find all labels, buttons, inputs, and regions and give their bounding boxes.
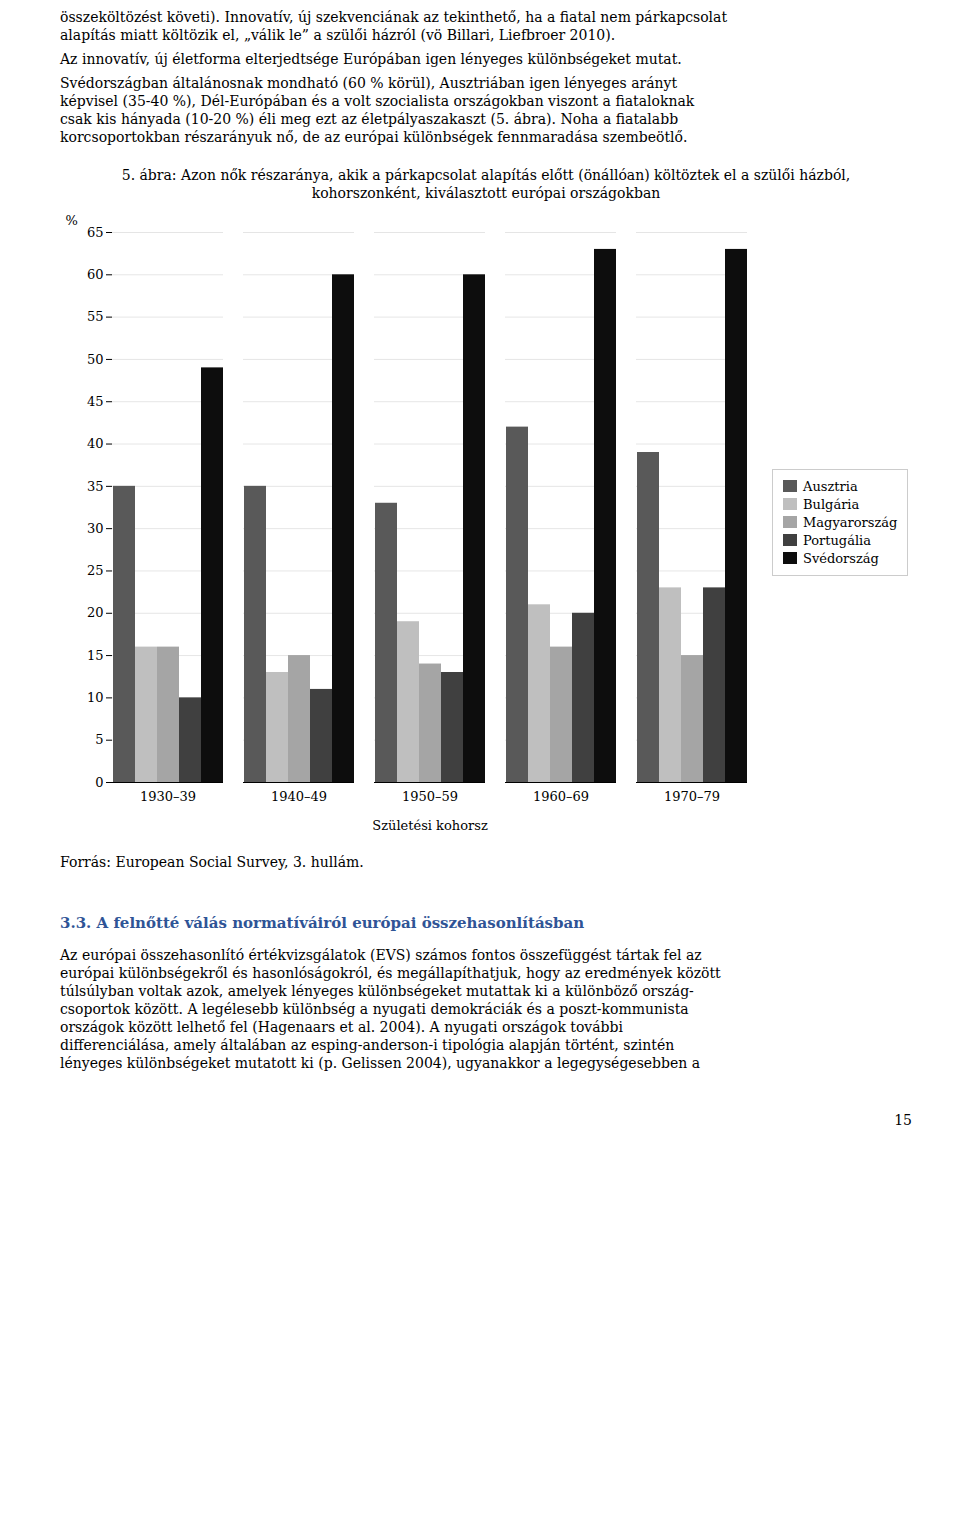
html-text:differenciálása, amely általáb: differenciálása, amely általában az espi… bbox=[60, 1037, 675, 1053]
html-text:Ausztria: Ausztria bbox=[803, 478, 858, 494]
svg-text:%: % bbox=[66, 213, 78, 228]
svg-text:50: 50 bbox=[87, 352, 104, 367]
html-text:korcsoportokban részarányuk nő: korcsoportokban részarányuk nő, de az eu… bbox=[60, 129, 688, 145]
html-text:Magyarország: Magyarország bbox=[803, 514, 898, 530]
svg-text:Születési kohorsz: Születési kohorsz bbox=[372, 818, 488, 833]
svg-text:1940–49: 1940–49 bbox=[271, 789, 327, 804]
svg-text:60: 60 bbox=[87, 267, 104, 282]
html-text:Svédország: Svédország bbox=[803, 550, 879, 566]
html-text:Bulgária: Bulgária bbox=[803, 496, 860, 512]
html-text:országok között lelhető fel (H: országok között lelhető fel (Hagenaars e… bbox=[60, 1019, 623, 1035]
html-text:Az innovatív, új életforma elt: Az innovatív, új életforma elterjedtsége… bbox=[60, 51, 682, 67]
html-text:5. ábra: Azon nők részaránya,: 5. ábra: Azon nők részaránya, akik a pár… bbox=[121, 167, 851, 201]
svg-text:10: 10 bbox=[87, 690, 104, 705]
svg-text:25: 25 bbox=[87, 563, 104, 578]
html-text:15: 15 bbox=[894, 1112, 912, 1128]
svg-text:45: 45 bbox=[87, 394, 104, 409]
html-text:Svédországban általánosnak mon: Svédországban általánosnak mondható (60 … bbox=[60, 75, 678, 91]
html-text:képvisel (35-40 %), Dél-Európá: képvisel (35-40 %), Dél-Európában és a v… bbox=[60, 93, 695, 109]
html-text:Forrás: European Social Survey: Forrás: European Social Survey, 3. hullá… bbox=[60, 854, 364, 870]
svg-text:20: 20 bbox=[87, 605, 104, 620]
html-text:3.3. A felnőtté válás normatív: 3.3. A felnőtté válás normatíváiról euró… bbox=[60, 914, 585, 932]
svg-text:1950–59: 1950–59 bbox=[402, 789, 458, 804]
svg-text:1970–79: 1970–79 bbox=[664, 789, 720, 804]
html-text:alapítás miatt költözik el, „v: alapítás miatt költözik el, „válik le” a… bbox=[60, 27, 616, 43]
html-text:Portugália: Portugália bbox=[803, 532, 871, 548]
html-text:Az európai összehasonlító érté: Az európai összehasonlító értékvizsgálat… bbox=[60, 947, 702, 963]
html-text:csak kis hányada (10-20 %) éli: csak kis hányada (10-20 %) éli meg ezt a… bbox=[60, 111, 679, 127]
svg-text:0: 0 bbox=[95, 775, 103, 790]
svg-text:1930–39: 1930–39 bbox=[140, 789, 196, 804]
svg-text:1960–69: 1960–69 bbox=[533, 789, 589, 804]
svg-text:15: 15 bbox=[87, 648, 104, 663]
svg-text:5: 5 bbox=[95, 732, 103, 747]
html-text:csoportok között. A legélesebb: csoportok között. A legélesebb különbség… bbox=[60, 1001, 689, 1017]
html-text:túlsúlyban voltak azok, amelye: túlsúlyban voltak azok, amelyek lényeges… bbox=[60, 983, 694, 999]
svg-text:55: 55 bbox=[87, 309, 104, 324]
svg-text:65: 65 bbox=[87, 225, 104, 240]
svg-text:30: 30 bbox=[87, 521, 104, 536]
html-text:összeköltözést követi). Innova: összeköltözést követi). Innovatív, új sz… bbox=[60, 9, 728, 25]
svg-text:40: 40 bbox=[87, 436, 104, 451]
svg-text:35: 35 bbox=[87, 479, 104, 494]
html-text:lényeges különbségeket mutatot: lényeges különbségeket mutatott ki (p. G… bbox=[60, 1055, 701, 1071]
html-text:európai különbségekről és haso: európai különbségekről és hasonlóságokró… bbox=[60, 965, 721, 981]
